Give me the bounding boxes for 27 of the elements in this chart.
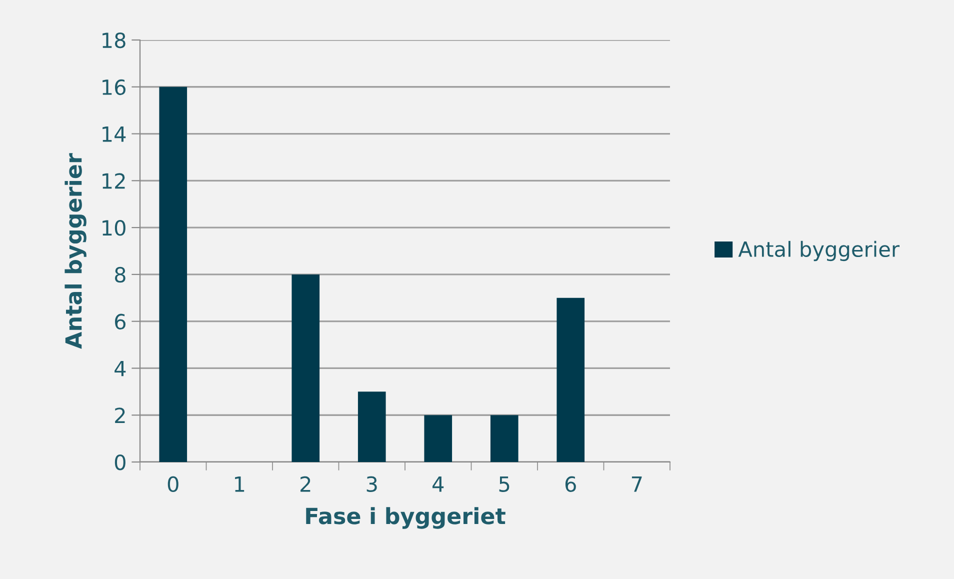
y-tick-label: 18 (102, 32, 126, 48)
y-tick-label: 12 (102, 173, 125, 189)
bar (292, 274, 320, 462)
y-tick-label: 8 (114, 266, 126, 283)
y-tick-label: 10 (102, 220, 126, 236)
y-tick-label: 0 (114, 454, 126, 470)
x-tick-label: 1 (235, 476, 244, 492)
bar (424, 415, 452, 462)
x-tick-label: 6 (565, 476, 576, 492)
y-tick-label: 14 (102, 126, 126, 142)
y-tick-label: 4 (114, 360, 126, 376)
bar (358, 392, 386, 462)
legend-label: Antal byggerier (738, 240, 900, 262)
x-axis-title: Fase i byggeriet (306, 507, 506, 529)
y-tick-label: 16 (102, 79, 126, 96)
y-tick-label: 6 (115, 314, 126, 330)
x-tick-label: 4 (432, 476, 444, 492)
x-tick-label: 0 (168, 476, 178, 492)
x-tick-label: 2 (300, 476, 310, 492)
bar (556, 298, 585, 462)
x-tick-label: 3 (366, 476, 377, 492)
bar (490, 415, 518, 462)
x-tick-label: 7 (632, 476, 642, 492)
y-tick-label: 2 (115, 408, 125, 424)
bar (159, 86, 188, 462)
x-tick-label: 5 (499, 476, 510, 492)
y-axis-title: Antal byggerier (64, 153, 86, 349)
